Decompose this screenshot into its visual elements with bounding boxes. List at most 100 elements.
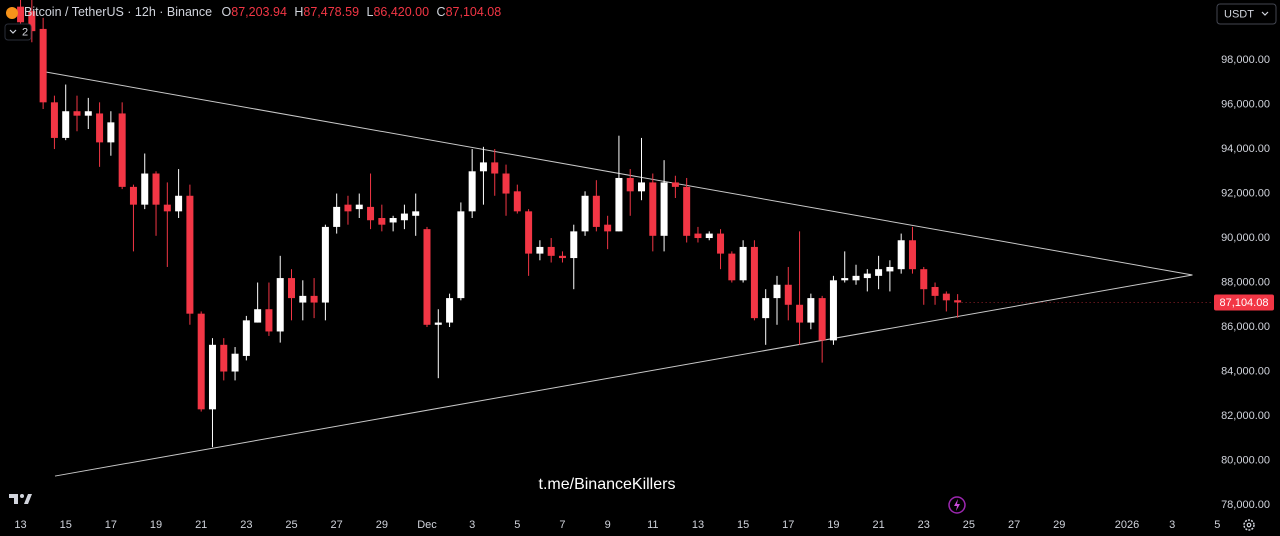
ohlc-label: O — [222, 5, 232, 19]
last-price-box — [1214, 294, 1274, 311]
settings-button[interactable] — [1243, 519, 1255, 531]
candle-body — [220, 344, 228, 372]
lightning-icon[interactable] — [948, 496, 966, 514]
x-tick-label: 25 — [963, 519, 975, 531]
gear[interactable] — [1243, 519, 1255, 531]
y-tick-label: 80,000.00 — [1221, 454, 1270, 466]
x-tick-label: Dec — [417, 519, 437, 531]
candle-body — [333, 206, 341, 227]
candle-body — [208, 344, 216, 410]
candle-body — [875, 269, 883, 276]
icon-bolt — [954, 499, 960, 511]
x-tick-label: 13 — [14, 519, 26, 531]
candle-body — [897, 240, 905, 270]
candle-body — [321, 226, 329, 303]
candle-body — [367, 206, 375, 221]
y-tick-label: 82,000.00 — [1221, 410, 1270, 422]
candle-body — [920, 269, 928, 290]
candle-body — [604, 224, 612, 232]
ohlc-value: 87,104.08 — [446, 5, 502, 19]
x-tick-label: 21 — [195, 519, 207, 531]
y-tick-label: 94,000.00 — [1221, 143, 1270, 155]
candle-body — [186, 195, 194, 314]
candle-body — [50, 102, 58, 138]
y-tick-label: 98,000.00 — [1221, 54, 1270, 66]
x-tick-label: 17 — [105, 519, 117, 531]
candle-body — [446, 298, 454, 323]
candle-body — [355, 204, 363, 210]
candle-body — [638, 182, 646, 192]
y-tick-label: 92,000.00 — [1221, 187, 1270, 199]
watermark: t.me/BinanceKillers — [539, 476, 676, 493]
y-tick-label: 88,000.00 — [1221, 276, 1270, 288]
x-tick-label: 11 — [647, 519, 658, 531]
x-tick-label: 27 — [1008, 519, 1020, 531]
candle-body — [694, 233, 702, 239]
chevron — [9, 29, 17, 34]
candle-body — [908, 240, 916, 270]
candle-body — [389, 218, 397, 223]
candle-body — [129, 186, 137, 205]
candle-body — [378, 218, 386, 225]
candle-body — [525, 211, 533, 254]
currency-dropdown[interactable]: USDT — [1216, 3, 1277, 25]
x-tick-label: 5 — [1214, 519, 1220, 531]
y-tick-label: 96,000.00 — [1221, 98, 1270, 110]
y-tick-label: 86,000.00 — [1221, 321, 1270, 333]
currency-box[interactable] — [1216, 3, 1277, 25]
candle-body — [513, 191, 521, 212]
x-tick-label: 9 — [605, 519, 611, 531]
logo-part — [20, 494, 24, 498]
candle-body — [299, 295, 307, 303]
candle-body — [17, 6, 25, 23]
candle-body — [717, 233, 725, 254]
candle-body — [592, 195, 600, 227]
candle-body — [863, 273, 871, 279]
candle-body — [773, 284, 781, 299]
trendline — [54, 274, 1193, 477]
x-tick-label: 29 — [1053, 519, 1065, 531]
x-tick-label: 25 — [285, 519, 297, 531]
candle-body — [818, 298, 826, 341]
y-tick-label: 90,000.00 — [1221, 232, 1270, 244]
x-tick-label: 15 — [737, 519, 749, 531]
candle-body — [175, 195, 183, 212]
candle-body — [423, 229, 431, 325]
x-tick-label: 23 — [918, 519, 930, 531]
candle-body — [886, 266, 894, 272]
candle-body — [276, 278, 284, 332]
candle-body — [841, 278, 849, 281]
candle-body — [62, 111, 70, 138]
indicator-toggle[interactable]: 2 — [4, 23, 32, 41]
logo-part — [9, 494, 18, 504]
x-tick-label: 2026 — [1115, 519, 1139, 531]
icon-ring[interactable] — [948, 496, 966, 514]
candle-body — [457, 211, 465, 299]
candle-body — [547, 246, 555, 256]
candle-body — [728, 253, 736, 281]
candle-body — [344, 204, 352, 212]
candle-body — [39, 28, 47, 103]
candle-body — [84, 111, 92, 116]
candle-body — [254, 309, 262, 323]
candle-body — [649, 182, 657, 236]
ohlc-value: 87,478.59 — [303, 5, 359, 19]
plot-area — [17, 0, 1218, 536]
last-price-label: 87,104.08 — [1220, 297, 1269, 309]
candle-body — [558, 255, 566, 259]
y-tick-label: 78,000.00 — [1221, 499, 1270, 511]
candle-body — [954, 300, 962, 303]
candle-body — [739, 246, 747, 281]
candle-body — [671, 182, 679, 187]
header: Bitcoin / TetherUS · 12h · Binance O87,2… — [24, 5, 501, 19]
candle-body — [796, 304, 804, 323]
candle-body — [581, 195, 589, 232]
candle-body — [96, 113, 104, 143]
x-tick-label: 19 — [827, 519, 839, 531]
candle-body — [141, 173, 149, 205]
candle-body — [660, 182, 668, 236]
indicator-box[interactable] — [4, 23, 32, 41]
